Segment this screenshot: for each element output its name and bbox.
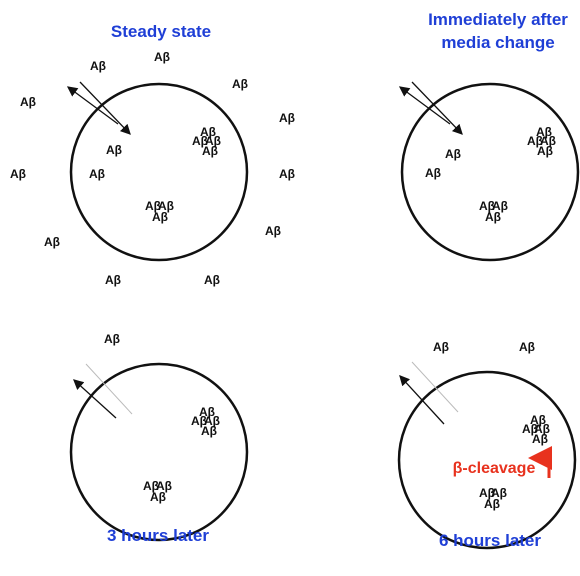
abeta-label: Aβ [106, 143, 122, 157]
abeta-label: Aβ [104, 332, 120, 346]
abeta-label: Aβ [279, 167, 295, 181]
abeta-label: Aβ [485, 210, 501, 224]
abeta-label: Aβ [10, 167, 26, 181]
influx-arrow [412, 82, 462, 134]
abeta-label: Aβ [265, 224, 281, 238]
abeta-label: Aβ [152, 210, 168, 224]
efflux-arrow [400, 376, 444, 424]
abeta-label: Aβ [105, 273, 121, 287]
panel-title: 3 hours later [107, 526, 209, 545]
efflux-arrow [68, 87, 118, 124]
abeta-label: Aβ [201, 424, 217, 438]
abeta-label: Aβ [232, 77, 248, 91]
abeta-label: Aβ [150, 490, 166, 504]
abeta-label: Aβ [433, 340, 449, 354]
abeta-label: Aβ [90, 59, 106, 73]
abeta-label: Aβ [204, 273, 220, 287]
influx-arrow [80, 82, 130, 134]
abeta-label: Aβ [537, 144, 553, 158]
abeta-label: Aβ [20, 95, 36, 109]
abeta-label: Aβ [44, 235, 60, 249]
panel-title: Immediately after [428, 10, 568, 29]
abeta-label: Aβ [484, 497, 500, 511]
abeta-label: Aβ [154, 50, 170, 64]
abeta-label: Aβ [425, 166, 441, 180]
abeta-label: Aβ [445, 147, 461, 161]
abeta-label: Aβ [89, 167, 105, 181]
diagram: β-cleavage Steady state Aβ Aβ Aβ Aβ Aβ Aβ Aβ Aβ A… [0, 0, 580, 576]
cell [71, 364, 247, 540]
efflux-arrow [400, 87, 450, 124]
abeta-label: Aβ [519, 340, 535, 354]
abeta-label: Aβ [532, 432, 548, 446]
abeta-label: Aβ [202, 144, 218, 158]
panel-title: 6 hours later [439, 531, 541, 550]
abeta-label: Aβ [279, 111, 295, 125]
annotation: β-cleavage [453, 460, 536, 477]
panel-title: media change [441, 33, 554, 52]
panel-title: Steady state [111, 22, 211, 41]
